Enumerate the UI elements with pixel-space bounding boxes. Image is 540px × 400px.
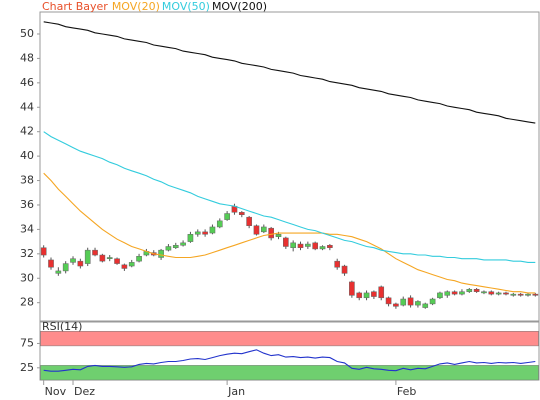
y-tick-label: 42 <box>20 125 34 138</box>
candle-body <box>334 260 341 268</box>
candle-body <box>246 216 252 226</box>
moving-average-line <box>43 172 536 294</box>
rsi-band <box>40 365 539 381</box>
candle-body <box>385 297 392 305</box>
candle-body <box>378 286 385 299</box>
candle-body <box>488 291 495 295</box>
candle-body <box>209 226 216 234</box>
candle-body <box>473 288 480 292</box>
candle-body <box>40 247 47 256</box>
y-tick-label: 38 <box>20 174 34 187</box>
candle-body <box>297 243 304 248</box>
rsi-band <box>40 331 539 347</box>
candle-body <box>121 264 128 269</box>
candle-body <box>429 298 436 305</box>
legend-entry: MOV(200) <box>212 0 267 13</box>
rsi-line <box>43 349 536 372</box>
candle-body <box>305 243 311 247</box>
rsi-label: RSI(14) <box>42 320 82 333</box>
candle-body <box>202 231 208 235</box>
candle-body <box>253 225 260 235</box>
candle-body <box>407 297 414 306</box>
candle-body <box>451 291 458 295</box>
y-tick-label: 46 <box>20 76 34 89</box>
candle-body <box>283 237 289 247</box>
moving-average-line <box>43 131 536 263</box>
x-tick-label: Nov <box>45 385 67 398</box>
candle-body <box>349 281 355 296</box>
x-tick-label: Jan <box>227 385 245 398</box>
y-tick-label: 28 <box>20 296 34 309</box>
candle-body <box>312 242 319 250</box>
y-tick-label: 50 <box>20 27 34 40</box>
candle-body <box>77 260 84 267</box>
candle-body <box>444 291 451 296</box>
candle-body <box>187 234 194 242</box>
legend-entry: MOV(20) <box>112 0 160 13</box>
candle-body <box>55 270 62 274</box>
candle-body <box>503 292 509 295</box>
candle-body <box>510 293 517 296</box>
candle-body <box>459 291 465 295</box>
candle-body <box>92 249 98 256</box>
candle-body <box>495 292 502 295</box>
candle-body <box>194 231 201 235</box>
candle-body <box>158 249 164 258</box>
candle-body <box>275 234 282 237</box>
moving-average-line <box>43 21 536 124</box>
price-panel <box>39 11 540 322</box>
candle-body <box>114 258 120 264</box>
candle-body <box>172 245 179 248</box>
x-tick-label: Feb <box>397 385 416 398</box>
candle-body <box>290 242 296 248</box>
candle-body <box>532 293 539 296</box>
candle-body <box>525 293 531 296</box>
y-tick-label: 32 <box>20 247 34 260</box>
candle-body <box>341 265 348 274</box>
candle-body <box>48 259 54 268</box>
legend-entry: MOV(50) <box>162 0 210 13</box>
candle-body <box>327 245 333 248</box>
candle-body <box>356 292 363 299</box>
candle-body <box>437 292 443 299</box>
y-tick-label: 44 <box>20 100 34 113</box>
candle-body <box>422 303 429 308</box>
candle-body <box>224 213 230 220</box>
y-tick-label: 40 <box>20 149 34 162</box>
candle-body <box>216 220 223 228</box>
rsi-y-tick-label: 75 <box>20 336 34 349</box>
candle-body <box>517 293 524 296</box>
candle-body <box>363 292 370 299</box>
candle-body <box>400 298 407 306</box>
candle-body <box>180 242 186 246</box>
candle-body <box>70 258 76 263</box>
candle-body <box>136 256 142 262</box>
candle-body <box>84 249 91 264</box>
candle-body <box>268 227 274 239</box>
candle-body <box>165 246 172 251</box>
candle-body <box>260 226 267 233</box>
x-tick-label: Dez <box>74 385 95 398</box>
candle-body <box>319 246 326 250</box>
candle-body <box>393 303 399 307</box>
candle-body <box>62 263 69 272</box>
y-tick-label: 30 <box>20 271 34 284</box>
chart-title: Chart Bayer <box>42 0 108 13</box>
candle-body <box>415 301 421 306</box>
candle-body <box>371 291 377 297</box>
candle-body <box>99 254 106 262</box>
candle-body <box>128 262 135 267</box>
candle-body <box>481 291 487 294</box>
y-tick-label: 48 <box>20 51 34 64</box>
candle-body <box>466 288 473 292</box>
candle-body <box>238 212 245 215</box>
rsi-y-tick-label: 25 <box>20 361 34 374</box>
y-tick-label: 34 <box>20 222 34 235</box>
y-tick-label: 36 <box>20 198 34 211</box>
candle-body <box>106 257 113 259</box>
